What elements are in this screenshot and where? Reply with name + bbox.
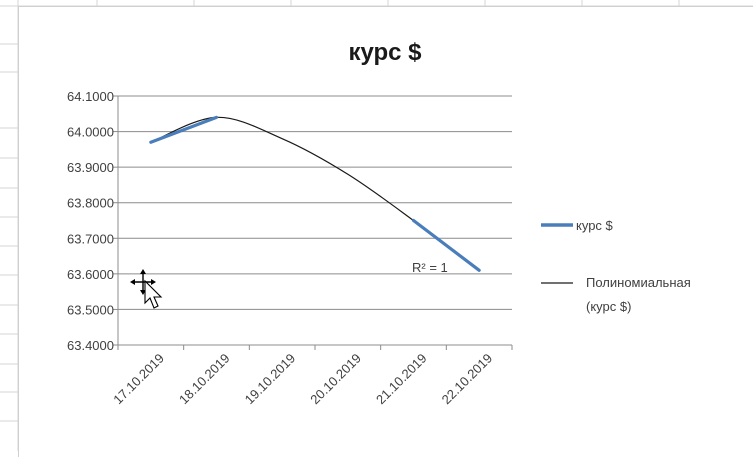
series-segment-2[interactable] [411, 218, 481, 272]
legend-label-trendline-line1: Полиномиальная [586, 275, 691, 290]
series-segment-1[interactable] [149, 115, 219, 144]
legend-label-series: курс $ [576, 218, 614, 233]
x-tick-label-4: 21.10.2019 [373, 351, 430, 408]
y-tick-label-3: 63.8000 [67, 196, 114, 211]
x-tick-label-2: 19.10.2019 [242, 351, 299, 408]
x-axis-labels: 17.10.2019 18.10.2019 19.10.2019 20.10.2019… [110, 351, 495, 408]
y-tick-label-0: 64.1000 [67, 89, 114, 104]
legend[interactable]: курс $ Полиномиальная (курс $) [541, 218, 691, 314]
chart-area[interactable] [18, 6, 753, 457]
legend-label-trendline-line2: (курс $) [586, 299, 631, 314]
y-tick-label-4: 63.7000 [67, 231, 114, 246]
chart-title[interactable]: курс $ [348, 39, 422, 66]
y-tick-label-2: 63.9000 [67, 160, 114, 175]
x-tick-label-0: 17.10.2019 [110, 351, 167, 408]
y-tick-label-1: 64.0000 [67, 125, 114, 140]
x-tick-label-1: 18.10.2019 [176, 351, 233, 408]
x-tick-label-5: 22.10.2019 [439, 351, 496, 408]
y-tick-label-7: 63.4000 [67, 338, 114, 353]
axes [117, 96, 513, 350]
r-squared-annotation[interactable]: R² = 1 [412, 260, 448, 275]
mouse-pointer-icon [144, 279, 163, 309]
trendline-polynomial[interactable] [150, 116, 480, 271]
y-tick-label-5: 63.6000 [67, 267, 114, 282]
y-tick-label-6: 63.5000 [67, 302, 114, 317]
y-axis-labels: 64.1000 64.0000 63.9000 63.8000 63.7000 63.60… [67, 89, 114, 353]
x-tick-label-3: 20.10.2019 [307, 351, 364, 408]
